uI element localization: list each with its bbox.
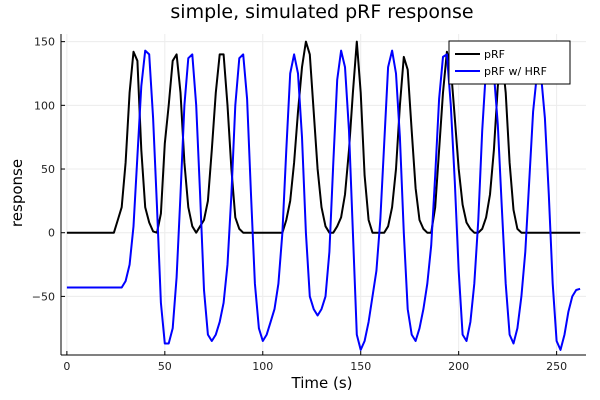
series-lines (66, 40, 581, 351)
x-tick-label: 250 (546, 360, 567, 373)
y-tick-label: 0 (48, 227, 55, 240)
y-axis-label: response (8, 159, 26, 227)
y-tick-label: −50 (32, 290, 55, 303)
grid (61, 34, 586, 355)
chart-title: simple, simulated pRF response (170, 1, 473, 23)
x-tick-label: 50 (158, 360, 172, 373)
y-tick-label: 150 (34, 36, 55, 49)
tick-labels: 0 50 100 150 200 250 −50 0 50 100 150 (32, 36, 567, 373)
legend-label: pRF w/ HRF (484, 65, 547, 78)
x-tick-label: 150 (350, 360, 371, 373)
x-tick-label: 0 (63, 360, 70, 373)
series-line-1 (66, 49, 581, 351)
y-tick-label: 50 (41, 163, 55, 176)
axes (60, 34, 586, 356)
x-axis-label: Time (s) (291, 374, 353, 392)
legend: pRF pRF w/ HRF (448, 40, 571, 85)
x-tick-label: 200 (448, 360, 469, 373)
y-tick-label: 100 (34, 99, 55, 112)
series-line-0 (66, 40, 581, 234)
legend-label: pRF (484, 48, 505, 61)
legend-box (448, 40, 571, 85)
x-tick-label: 100 (252, 360, 273, 373)
